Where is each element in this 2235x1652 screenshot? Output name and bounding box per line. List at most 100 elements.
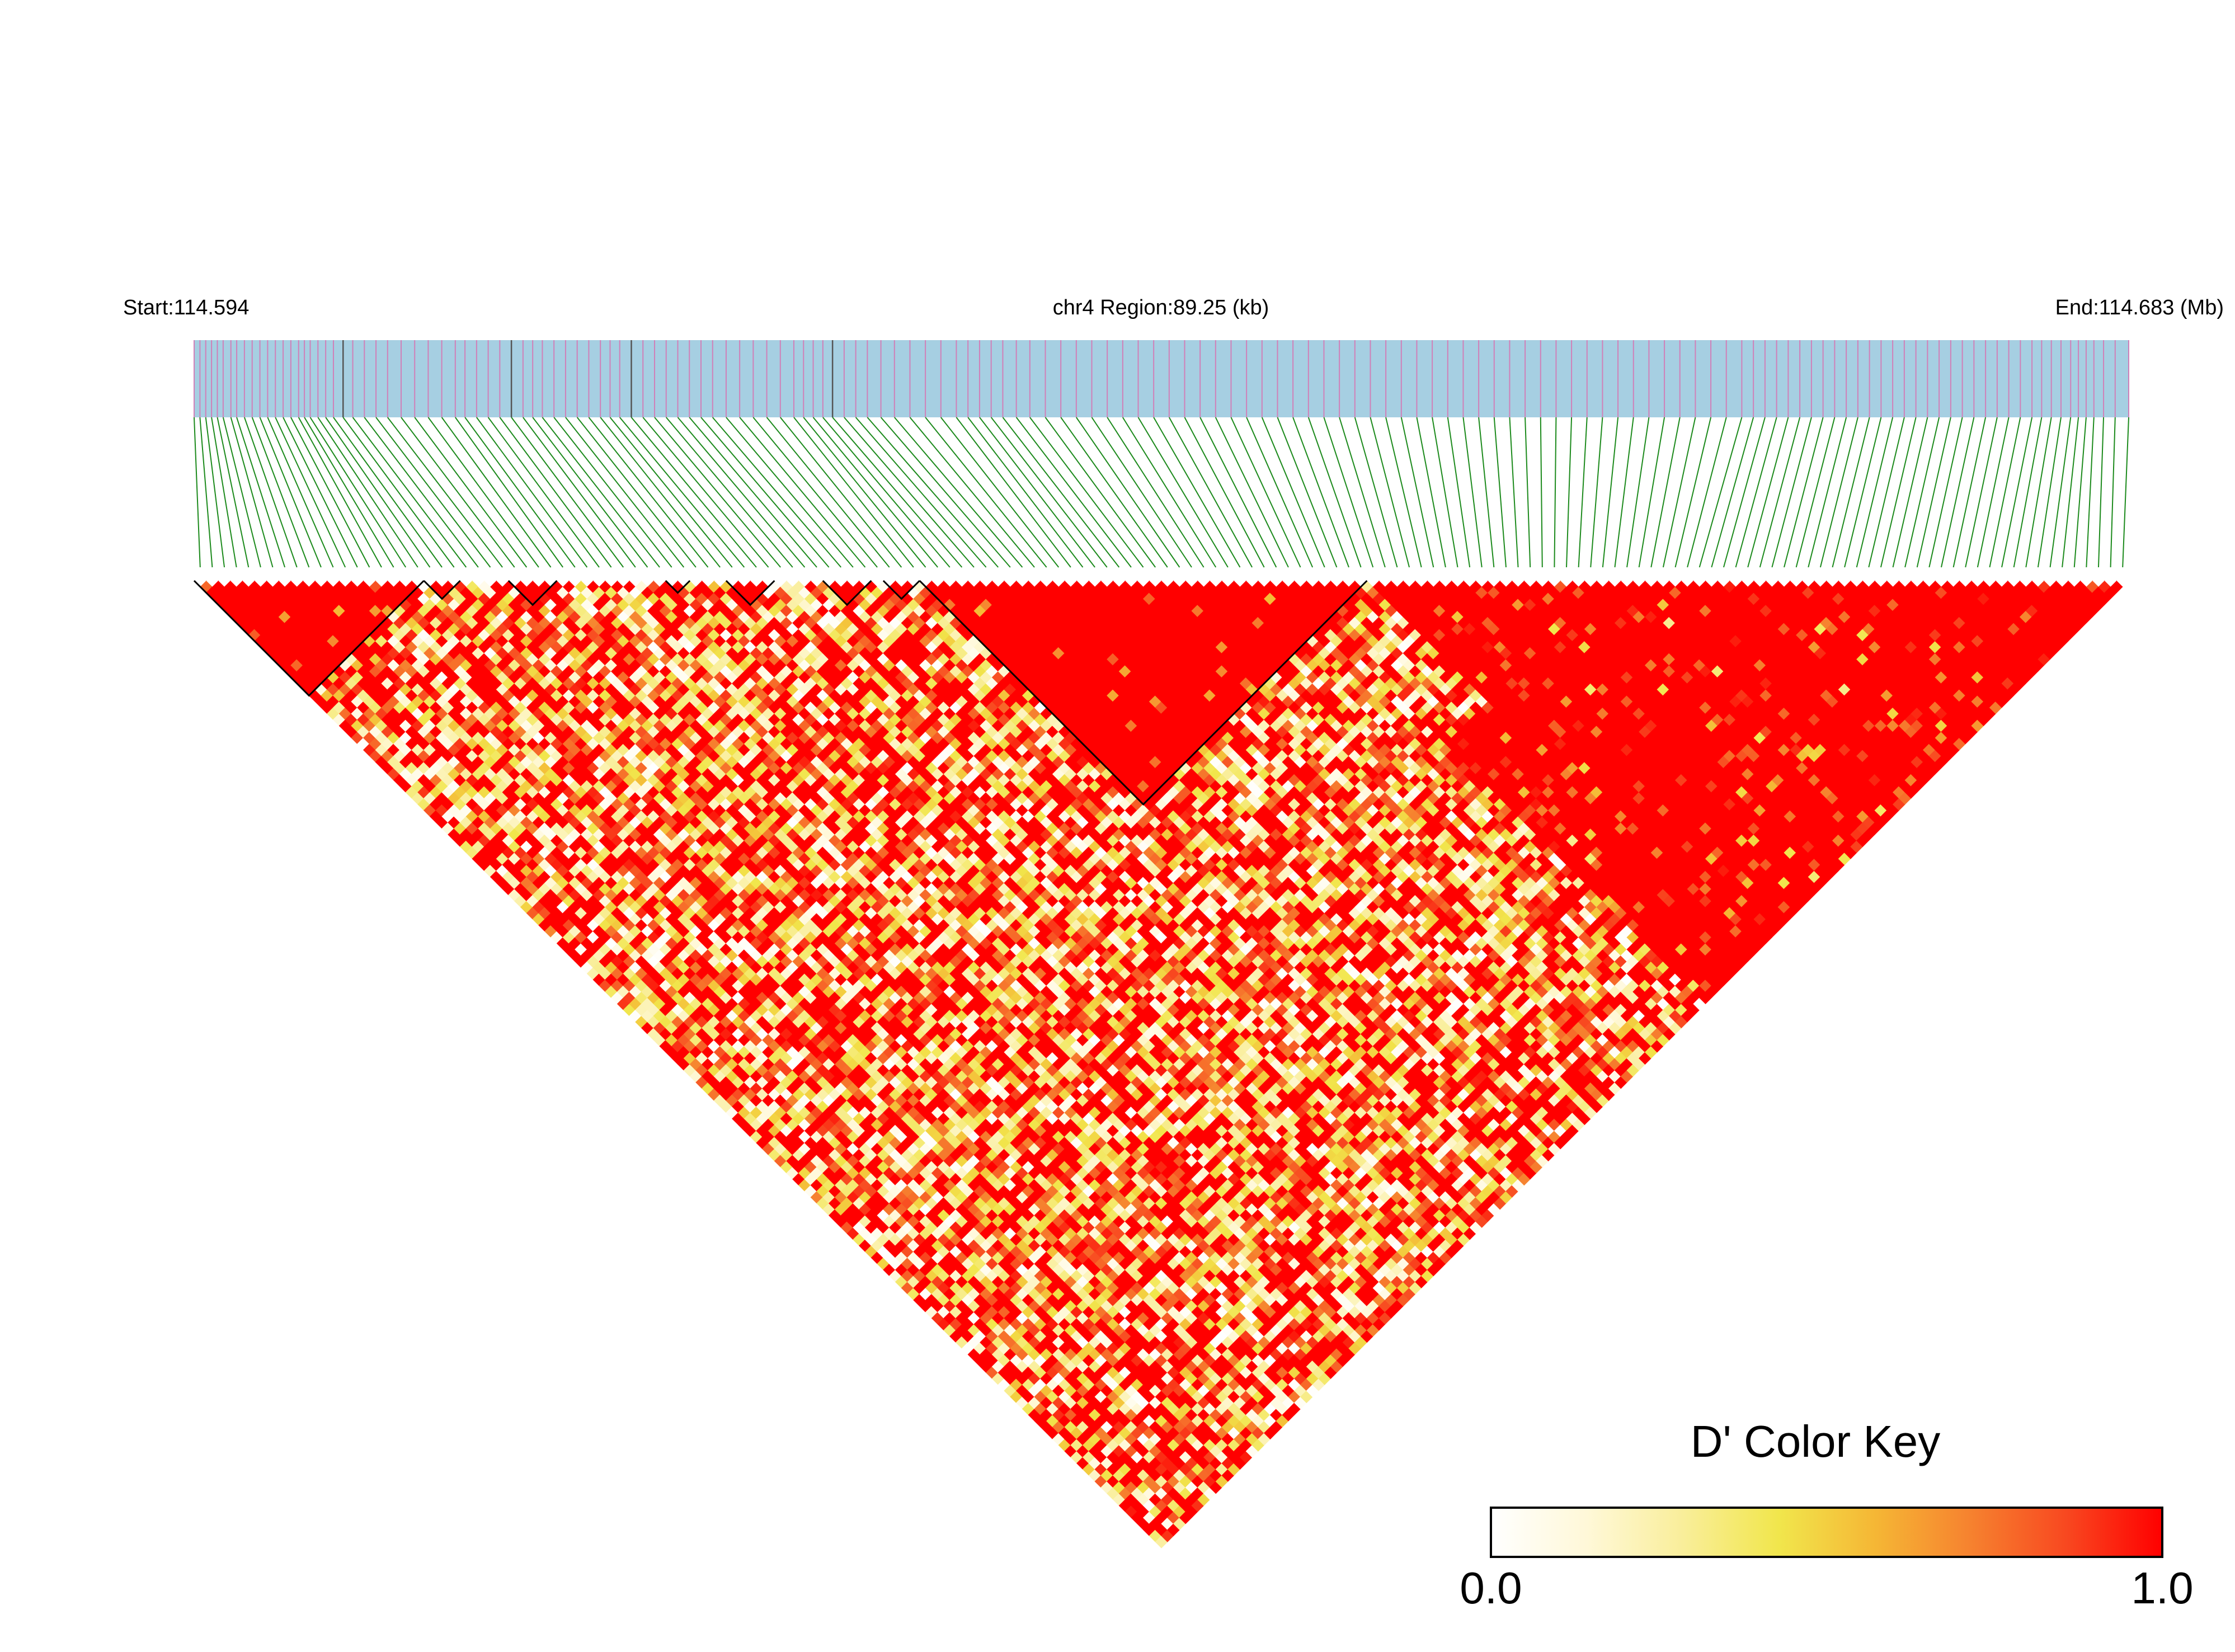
snp-connector-line: [487, 417, 600, 568]
snp-connector-line: [1989, 417, 2021, 568]
snp-connector-line: [464, 417, 576, 568]
snp-connector-line: [880, 417, 1011, 568]
snp-connector-line: [230, 417, 274, 568]
snp-connector-line: [1687, 417, 1727, 568]
snp-connector-line: [1339, 417, 1386, 568]
ld-cell: [562, 895, 576, 908]
snp-connector-line: [1292, 417, 1349, 568]
snp-connector-line: [1199, 417, 1277, 568]
snp-connector-line: [1868, 417, 1905, 568]
snp-connector-line: [600, 417, 721, 568]
snp-connector-line: [739, 417, 866, 568]
snp-connector-line: [1844, 417, 1882, 568]
snp-connector-line: [1354, 417, 1398, 568]
snp-connector-line: [427, 417, 539, 568]
snp-connector-line: [812, 417, 938, 568]
snp-connector-line: [1965, 417, 1998, 568]
snp-connector-line: [2049, 417, 2072, 568]
snp-connector-line: [1941, 417, 1975, 568]
snp-connector-line: [1076, 417, 1180, 568]
snp-connector-line: [1759, 417, 1801, 568]
snp-connector-line: [499, 417, 612, 568]
snp-connector-line: [1626, 417, 1650, 568]
snp-connector-line: [1277, 417, 1338, 568]
snp-connector-line: [2025, 417, 2052, 568]
snp-connector-line: [766, 417, 890, 568]
snp-connector-line: [283, 417, 358, 568]
snp-connector-line: [654, 417, 781, 568]
snp-connector-line: [1711, 417, 1754, 568]
snp-connector-line: [199, 417, 213, 568]
snp-connector-line: [243, 417, 298, 568]
snp-connector-line: [1904, 417, 1940, 568]
snp-connector-line: [677, 417, 806, 568]
snp-position-track: [194, 340, 2129, 417]
snp-connector-line: [1977, 417, 2010, 568]
snp-connector-line: [259, 417, 322, 568]
snp-connector-line: [1044, 417, 1156, 568]
snp-connector-line: [1662, 417, 1696, 568]
snp-connector-line: [352, 417, 467, 568]
snp-connector-line: [1246, 417, 1314, 568]
snp-connector-line: [236, 417, 286, 568]
snp-connector-line: [990, 417, 1108, 568]
snp-connector-line: [1230, 417, 1301, 568]
snp-connector-line: [1091, 417, 1192, 568]
snp-connector-line: [1650, 417, 1681, 568]
snp-connector-line: [309, 417, 407, 568]
snp-connector-line: [979, 417, 1095, 568]
snp-connector-line: [1524, 417, 1531, 568]
snp-connector-line: [1856, 417, 1894, 568]
snp-connector-line: [1107, 417, 1204, 568]
snp-connector-line: [1002, 417, 1120, 568]
snp-connector-line: [1323, 417, 1374, 568]
snp-connector-line: [803, 417, 926, 568]
snp-connector-line: [1416, 417, 1446, 568]
snp-connector-line: [726, 417, 854, 568]
ld-cell: [562, 919, 576, 932]
snp-connector-line: [476, 417, 588, 568]
snp-connector-line: [2037, 417, 2062, 568]
snp-connector-line: [689, 417, 817, 568]
snp-connector-line: [1261, 417, 1325, 568]
snp-connector-line: [1590, 417, 1603, 568]
snp-connector-line: [2013, 417, 2043, 568]
snp-connector-line: [867, 417, 999, 568]
snp-connector-line: [1509, 417, 1519, 568]
snp-connector-line: [364, 417, 479, 568]
snp-connector-line: [925, 417, 1047, 568]
snp-connector-line: [1892, 417, 1928, 568]
snp-connector-line: [1540, 417, 1543, 568]
snp-connector-line: [1432, 417, 1458, 568]
snp-connector-line: [1747, 417, 1789, 568]
snp-connector-line: [511, 417, 624, 568]
snp-connector-line: [1808, 417, 1847, 568]
snp-connector-line: [553, 417, 672, 568]
snp-tick-layer: [194, 340, 2129, 417]
snp-connector-line: [752, 417, 878, 568]
snp-connector-line: [275, 417, 346, 568]
snp-connector-line: [1168, 417, 1253, 568]
snp-connector-line: [1928, 417, 1963, 568]
snp-connector-layer: [194, 417, 2129, 568]
snp-connector-line: [1566, 417, 1573, 568]
snp-connector-line: [1493, 417, 1507, 568]
snp-connector-line: [1015, 417, 1132, 568]
snp-connector-line: [1771, 417, 1812, 568]
snp-connector-line: [1674, 417, 1712, 568]
snp-connector-line: [940, 417, 1060, 568]
snp-connector-line: [1554, 417, 1557, 568]
snp-connector-line: [894, 417, 1023, 568]
snp-connector-line: [665, 417, 793, 568]
snp-connector-line: [1735, 417, 1777, 568]
snp-connector-line: [1215, 417, 1289, 568]
snp-connector-line: [523, 417, 636, 568]
snp-connector-line: [1462, 417, 1483, 568]
snp-connector-line: [1723, 417, 1766, 568]
snp-connector-line: [642, 417, 769, 568]
track-background: [194, 340, 2129, 417]
snp-connector-line: [1029, 417, 1144, 568]
snp-connector-line: [1478, 417, 1495, 568]
snp-connector-line: [194, 417, 201, 568]
